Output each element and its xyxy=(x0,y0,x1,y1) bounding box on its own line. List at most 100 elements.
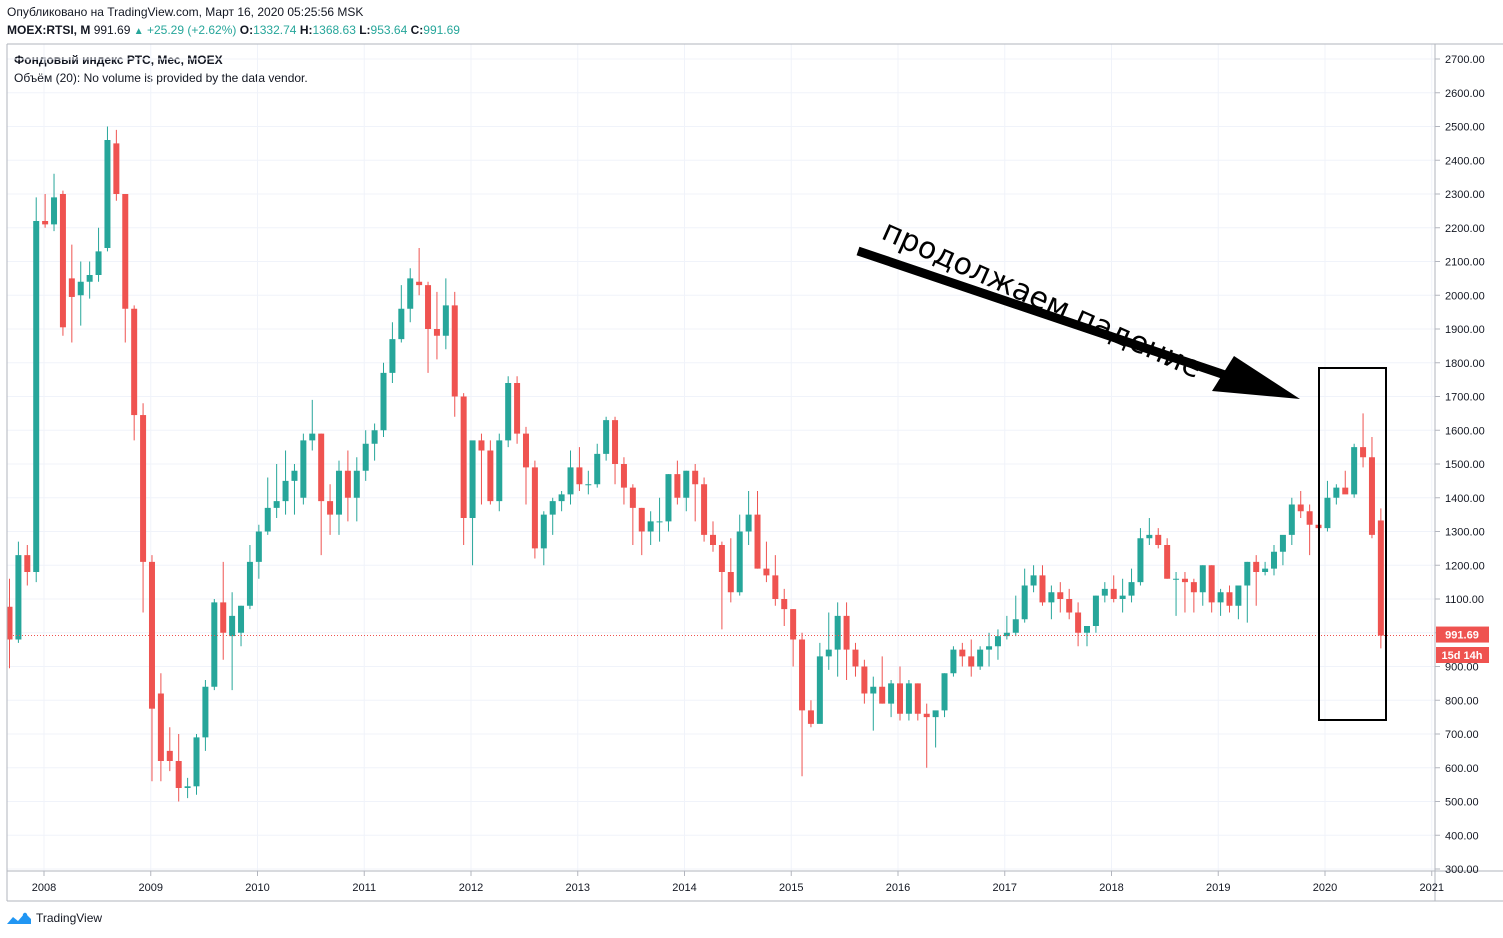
candle xyxy=(496,433,503,512)
candle-body xyxy=(1235,585,1242,606)
x-tick-label: 2017 xyxy=(993,882,1017,894)
candle-body xyxy=(1253,561,1260,572)
candle xyxy=(451,291,458,417)
x-tick-label: 2010 xyxy=(245,882,269,894)
candle xyxy=(665,474,672,532)
x-tick-label: 2015 xyxy=(779,882,803,894)
candles-layer xyxy=(6,126,1384,802)
candle xyxy=(683,470,690,512)
y-tick-label: 2300.00 xyxy=(1445,189,1485,201)
y-tick-label: 1800.00 xyxy=(1445,358,1485,370)
candle xyxy=(986,632,993,667)
y-tick-label: 700.00 xyxy=(1445,729,1479,741)
volume-indicator-label[interactable]: Объём (20): No volume is provided by the… xyxy=(14,71,308,85)
candle xyxy=(77,261,84,326)
candle xyxy=(736,514,743,596)
candle xyxy=(24,545,31,586)
candle xyxy=(122,194,129,343)
candle-body xyxy=(514,383,521,434)
candle xyxy=(727,538,734,603)
candle xyxy=(1351,443,1358,498)
candle xyxy=(923,703,930,768)
candle xyxy=(1288,497,1295,545)
candle xyxy=(166,727,173,772)
candle xyxy=(879,656,886,704)
candle xyxy=(968,639,975,677)
candle-body xyxy=(1271,551,1278,569)
candle-body xyxy=(1030,575,1037,586)
candle xyxy=(59,190,66,336)
candle-body xyxy=(1377,520,1384,636)
candle-body xyxy=(790,609,797,640)
candle-body xyxy=(1360,447,1367,458)
candle-body xyxy=(1048,592,1055,603)
candle xyxy=(807,700,814,728)
candle-body xyxy=(656,521,663,523)
candle xyxy=(1297,491,1304,518)
candle-body xyxy=(335,470,342,515)
time-axis[interactable]: 2008 2009 2010 2011 2012 2013 2014 2015 2016 2017… xyxy=(32,871,1444,894)
candle-body xyxy=(309,433,316,441)
candle-body xyxy=(1342,487,1349,495)
candle xyxy=(647,511,654,545)
brand[interactable]: TradingView xyxy=(6,911,102,925)
y-tick-label: 2400.00 xyxy=(1445,155,1485,167)
candle xyxy=(1039,565,1046,606)
candle xyxy=(977,646,984,670)
candle-body xyxy=(603,420,610,454)
annotation-highlight-box xyxy=(1318,367,1387,721)
candle xyxy=(1199,565,1206,606)
candle xyxy=(42,194,49,228)
candle-body xyxy=(407,278,414,309)
candle-body xyxy=(1351,447,1358,495)
candle xyxy=(1262,561,1269,576)
candle xyxy=(1146,518,1153,545)
candle-body xyxy=(425,285,432,329)
candle-body xyxy=(585,484,592,486)
candle-body xyxy=(1324,497,1331,529)
candle-body xyxy=(1190,582,1197,593)
y-tick-label: 1600.00 xyxy=(1445,425,1485,437)
x-tick-label: 2011 xyxy=(352,882,376,894)
candle xyxy=(1137,528,1144,586)
candle xyxy=(1101,582,1108,603)
candle xyxy=(1066,588,1073,620)
candle-body xyxy=(692,470,699,485)
annotation-arrow-head xyxy=(1212,356,1300,399)
candle xyxy=(656,497,663,542)
candle-body xyxy=(1084,626,1091,633)
candle xyxy=(1333,484,1340,505)
candle xyxy=(95,227,102,282)
symbol-label[interactable]: MOEX:RTSI, M xyxy=(7,23,91,37)
candle xyxy=(1208,565,1215,613)
published-caption: Опубликовано на TradingView.com, Март 16… xyxy=(7,5,364,19)
candle-body xyxy=(113,143,120,194)
candle xyxy=(1030,565,1037,593)
candle-body xyxy=(318,433,325,502)
candle xyxy=(745,491,752,545)
candle-body xyxy=(1057,592,1064,599)
candle-body xyxy=(1155,534,1162,545)
candle xyxy=(193,734,200,795)
candle-body xyxy=(914,683,921,714)
candle xyxy=(825,612,832,670)
candle-body xyxy=(362,443,369,471)
y-tick-label: 1400.00 xyxy=(1445,493,1485,505)
candle-body xyxy=(549,501,556,515)
candle-body xyxy=(122,194,129,309)
candle xyxy=(416,248,423,296)
candle-body xyxy=(327,501,334,515)
high-value: 1368.63 xyxy=(312,23,356,37)
candle xyxy=(398,285,405,343)
candle-body xyxy=(344,470,351,498)
candle-body xyxy=(1208,565,1215,603)
candle xyxy=(1021,568,1028,623)
price-axis[interactable]: 2700.00 2600.00 2500.00 2400.00 2300.00 2200.… xyxy=(1435,54,1485,876)
candle xyxy=(522,426,529,505)
candle-body xyxy=(1075,612,1082,633)
candle xyxy=(816,642,823,724)
candle-body xyxy=(300,440,307,498)
candle xyxy=(531,460,538,559)
x-tick-label: 2020 xyxy=(1313,882,1337,894)
